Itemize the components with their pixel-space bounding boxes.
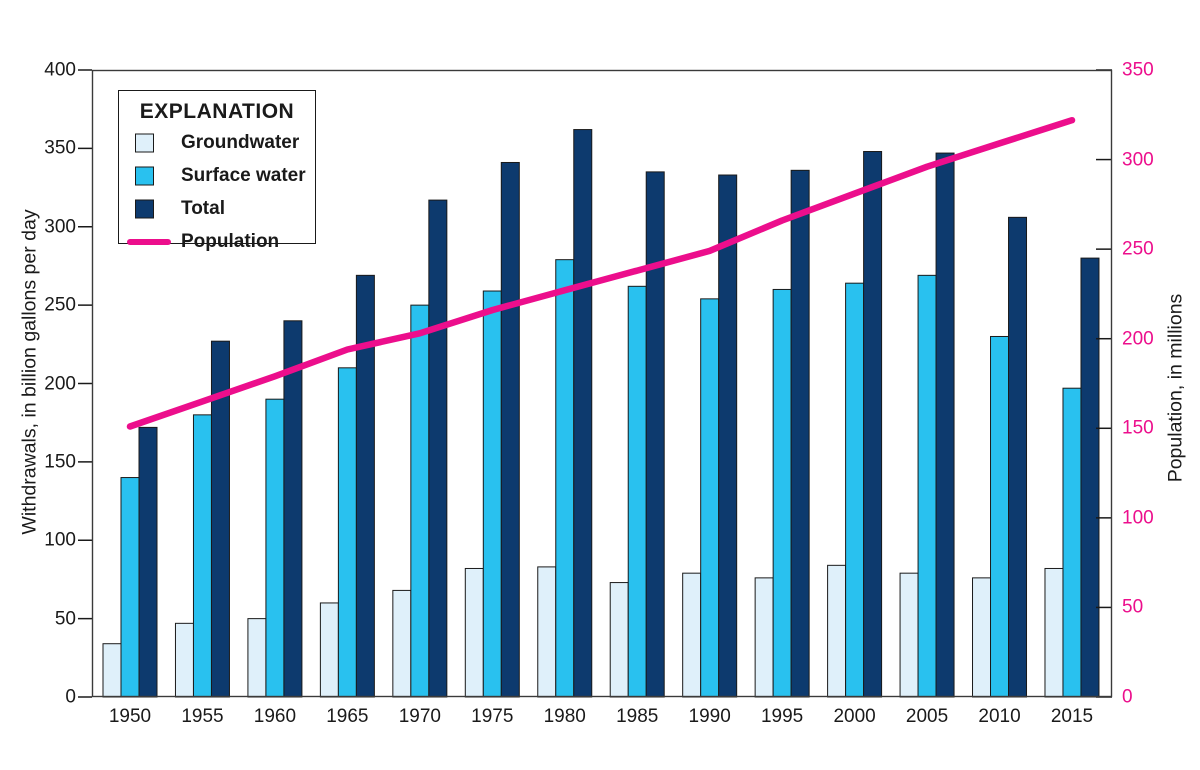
legend-items: Groundwater Surface water Total Population	[119, 128, 315, 256]
right-axis-tick-label: 350	[1122, 59, 1154, 81]
bar-total-1995	[790, 169, 810, 698]
left-axis-tick-label: 400	[44, 59, 76, 81]
bar-total-1975	[500, 161, 520, 698]
right-axis-tick-label: 100	[1122, 507, 1154, 529]
right-axis-tick-label: 200	[1122, 328, 1154, 350]
left-axis-tick-label: 50	[54, 608, 76, 630]
bar-total-1985	[645, 171, 665, 698]
bar-total-1990	[718, 174, 738, 698]
bar-surface-water-2015	[1062, 387, 1082, 698]
bar-total-2005	[935, 152, 955, 698]
legend-line-icon	[127, 238, 171, 245]
x-axis-tick-label-1990: 1990	[688, 706, 731, 727]
x-axis-tick-label-2005: 2005	[905, 706, 949, 727]
right-axis-tick-label: 0	[1122, 686, 1133, 708]
bar-surface-water-1960	[265, 398, 285, 698]
x-axis-tick-label-1965: 1965	[326, 706, 369, 727]
bar-surface-water-1995	[772, 288, 792, 698]
bar-groundwater-1975	[464, 567, 484, 698]
x-axis-tick-label-1970: 1970	[398, 706, 441, 727]
left-axis-tick-label: 250	[44, 294, 76, 316]
bar-surface-water-1950	[120, 477, 140, 698]
bar-surface-water-1990	[700, 298, 720, 698]
bar-surface-water-1975	[482, 290, 502, 698]
legend-item-population: Population	[119, 227, 315, 256]
left-axis-tick-label: 350	[44, 137, 76, 159]
bar-groundwater-2010	[972, 577, 992, 698]
legend-box: EXPLANATION Groundwater Surface water Tota…	[118, 90, 316, 252]
x-axis-tick-label-1960: 1960	[253, 706, 297, 727]
bar-surface-water-1965	[337, 367, 357, 698]
plot-area	[78, 69, 1113, 698]
bar-groundwater-1955	[174, 622, 194, 698]
x-axis-tick-label-1975: 1975	[471, 706, 514, 727]
bar-total-1960	[283, 320, 303, 698]
bar-surface-water-2010	[990, 335, 1010, 698]
bar-groundwater-1970	[392, 589, 412, 698]
legend-item-label: Groundwater	[181, 131, 300, 153]
legend-item-label: Population	[181, 230, 280, 252]
bar-surface-water-2000	[845, 282, 865, 698]
legend-swatch-icon	[135, 166, 154, 185]
bar-surface-water-1955	[192, 414, 212, 698]
bar-total-2015	[1080, 257, 1100, 698]
plot-border	[91, 69, 1113, 698]
right-axis-tick-label: 150	[1122, 417, 1154, 439]
population-line	[126, 116, 1076, 430]
x-axis-tick-label-1995: 1995	[760, 706, 804, 727]
legend-item-groundwater: Groundwater	[119, 128, 315, 157]
bar-total-1965	[355, 274, 375, 698]
left-axis-tick-label: 150	[44, 451, 76, 473]
x-axis-tick-label-2015: 2015	[1050, 706, 1094, 727]
bar-groundwater-2015	[1044, 567, 1064, 698]
bar-groundwater-1995	[754, 577, 774, 698]
legend-item-surface-water: Surface water	[119, 161, 315, 190]
bar-total-1950	[138, 426, 158, 698]
legend-item-label: Total	[181, 197, 225, 219]
right-axis-title: Population, in millions	[1164, 293, 1187, 483]
right-axis-tick-label: 50	[1122, 596, 1144, 618]
bar-surface-water-2005	[917, 274, 937, 698]
left-axis-tick-label: 300	[44, 216, 76, 238]
legend-title: EXPLANATION	[139, 100, 295, 123]
right-axis-tick-label: 250	[1122, 238, 1154, 260]
x-axis-tick-label-1980: 1980	[543, 706, 586, 727]
bar-groundwater-1950	[102, 643, 122, 698]
bar-surface-water-1970	[410, 304, 430, 698]
x-axis-tick-label-1955: 1955	[181, 706, 224, 727]
x-axis-tick-label-2000: 2000	[833, 706, 876, 727]
left-axis-tick-label: 100	[44, 529, 76, 551]
bar-surface-water-1980	[555, 259, 575, 698]
bar-total-2000	[863, 151, 883, 698]
legend-swatch-icon	[135, 133, 154, 152]
bar-total-1980	[573, 129, 593, 698]
left-axis-tick-label: 0	[65, 686, 76, 708]
bar-groundwater-1990	[682, 572, 702, 698]
bar-groundwater-1965	[319, 602, 339, 698]
x-axis-tick-label-2010: 2010	[978, 706, 1021, 727]
x-axis-tick-label-1985: 1985	[616, 706, 659, 727]
bar-groundwater-1960	[247, 618, 267, 698]
bar-groundwater-2000	[827, 564, 847, 698]
x-axis-tick-label-1950: 1950	[108, 706, 152, 727]
bar-groundwater-2005	[899, 572, 919, 698]
legend-item-total: Total	[119, 194, 315, 223]
bar-groundwater-1985	[609, 582, 629, 698]
left-axis-title: Withdrawals, in billion gallons per day	[18, 209, 41, 535]
bar-total-1970	[428, 199, 448, 698]
right-axis-tick-label: 300	[1122, 149, 1154, 171]
bar-surface-water-1985	[627, 285, 647, 698]
chart-canvas	[78, 69, 1113, 698]
left-axis-tick-label: 200	[44, 373, 76, 394]
legend-item-label: Surface water	[181, 164, 306, 186]
legend-swatch-icon	[135, 199, 154, 218]
bar-groundwater-1980	[537, 566, 557, 698]
bar-total-2010	[1008, 216, 1028, 698]
